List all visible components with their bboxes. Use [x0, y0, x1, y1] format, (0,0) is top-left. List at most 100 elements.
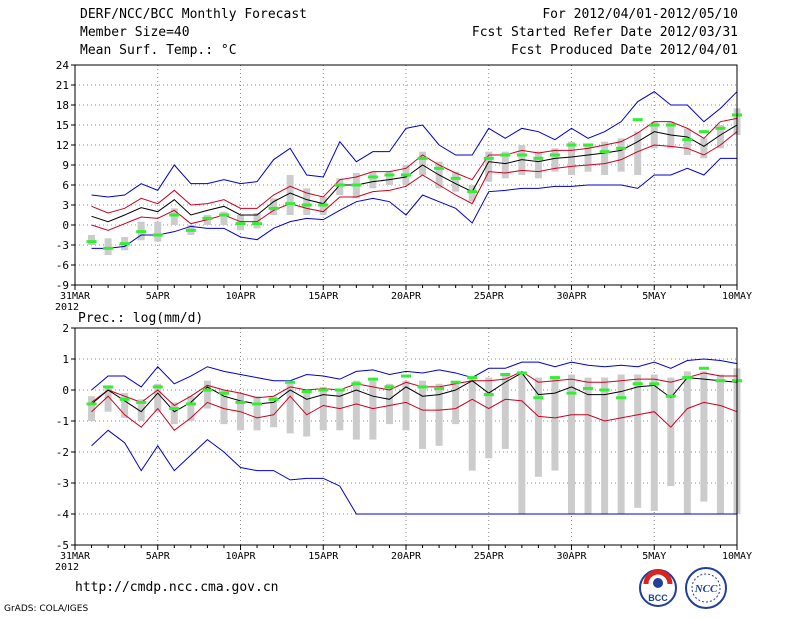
panel2-ensemble-box: [385, 383, 393, 425]
panel1-ensemble-box: [170, 208, 178, 225]
panel1-ensemble-box: [452, 171, 460, 192]
panel2-observed-marker: [252, 402, 263, 406]
panel1-observed-marker: [86, 240, 97, 244]
panel1-ensemble-box: [154, 221, 162, 242]
panel2-min-line: [91, 429, 737, 515]
panel1-ytick-label: 3: [62, 199, 69, 212]
panel1-ytick-label: -3: [56, 239, 69, 252]
panel2-observed-marker: [516, 371, 527, 375]
panel1-xtick-label: 25APR: [474, 291, 505, 302]
panel2-ensemble-box: [336, 390, 344, 431]
panel2-ensemble-box: [683, 371, 691, 514]
panel1-ensemble-box: [468, 185, 476, 202]
panel1-ensemble-box: [501, 151, 509, 179]
panel1-observed-marker: [103, 246, 114, 250]
panel2-observed-marker: [649, 382, 660, 386]
panel2-ensemble-box: [319, 386, 327, 431]
panel2-observed-marker: [665, 394, 676, 398]
panel2-xtick-label: 5MAY: [642, 551, 666, 562]
panel2-observed-marker: [218, 391, 229, 395]
panel2-ytick-label: -3: [56, 477, 69, 490]
panel1-observed-marker: [235, 222, 246, 226]
panel2-ensemble-box: [700, 371, 708, 502]
bcc-logo: BCC: [639, 569, 677, 607]
panel2-ytick-label: -4: [56, 508, 70, 521]
panel1-observed-marker: [616, 146, 627, 150]
panel2-xtick-label: 20APR: [391, 551, 422, 562]
panel1-ensemble-box: [716, 125, 724, 149]
chart-title: DERF/NCC/BCC Monthly Forecast: [80, 7, 307, 22]
panel2-observed-marker: [450, 380, 461, 384]
panel1-ensemble-box: [220, 211, 228, 225]
precip-title: Prec.: log(mm/d): [78, 311, 203, 326]
panel1-spread_upper-line: [91, 117, 738, 214]
variable-label: Mean Surf. Temp.: °C: [80, 43, 237, 58]
panel1-observed-marker: [318, 203, 329, 207]
panel2-ytick-label: 2: [62, 322, 69, 335]
panel1-xtick-label: 5MAY: [642, 291, 666, 302]
panel1-xtick-label: 15APR: [308, 291, 339, 302]
panel1-observed-marker: [119, 242, 130, 246]
panel2-observed-marker: [384, 385, 395, 389]
panel2-ensemble-box: [104, 386, 112, 412]
panel2-ensemble-box: [203, 380, 211, 409]
panel1-observed-marker: [599, 150, 610, 154]
panel2-ensemble-box: [154, 383, 162, 412]
panel2-observed-marker: [417, 385, 428, 389]
forecast-started-date: Fcst Started Refer Date 2012/03/31: [471, 25, 738, 40]
panel1-xtick-label: 5APR: [146, 291, 171, 302]
panel1-ensemble-box: [88, 235, 96, 245]
panel2-observed-marker: [616, 396, 627, 400]
panel2-observed-marker: [285, 380, 296, 384]
panel1-ensemble-box: [485, 151, 493, 182]
panel2-ensemble-box: [568, 374, 575, 514]
bcc-logo-text: BCC: [648, 593, 668, 603]
panel1-observed-marker: [566, 143, 577, 147]
panel1-ensemble-box: [336, 178, 344, 195]
panel1-ytick-label: 24: [56, 59, 70, 72]
panel1-ensemble-box: [551, 148, 559, 172]
panel2-observed-marker: [682, 376, 693, 380]
panel2-mean-line: [91, 372, 738, 413]
panel1-mean-line: [91, 124, 738, 223]
panel2-ytick-label: -2: [56, 446, 69, 459]
panel1-ensemble-box: [385, 171, 393, 185]
panel1-ensemble-box: [303, 188, 311, 215]
panel1-ytick-label: 21: [56, 79, 69, 92]
panel2-ensemble-box: [617, 374, 625, 514]
panel2-observed-marker: [202, 388, 213, 392]
panel1-observed-marker: [401, 173, 411, 177]
panel1-observed-marker: [549, 153, 560, 157]
panel2-ensemble-box: [667, 377, 675, 487]
panel2-ensemble-box: [634, 374, 642, 508]
panel2-spread_upper-line: [91, 370, 737, 407]
panel1-ytick-label: 18: [56, 99, 69, 112]
panel1-x-year-label: 2012: [55, 302, 79, 313]
panel1-ensemble-box: [534, 151, 542, 179]
panel2-ensemble-box: [419, 380, 427, 449]
source-url[interactable]: http://cmdp.ncc.cma.gov.cn: [75, 580, 279, 595]
panel2-ensemble-box: [170, 402, 178, 425]
panel1-observed-marker: [334, 183, 345, 187]
panel2-observed-marker: [698, 366, 709, 370]
panel2-ensemble-box: [88, 396, 96, 421]
panel1-ytick-label: -6: [56, 259, 69, 272]
panel2-xtick-label: 25APR: [474, 551, 505, 562]
panel2-ensemble-box: [601, 377, 609, 514]
panel1-ytick-label: 15: [56, 119, 69, 132]
panel2-xtick-label: 10APR: [225, 551, 256, 562]
panel2-ensemble-box: [716, 374, 724, 514]
panel2-observed-marker: [566, 391, 577, 395]
panel1-ensemble-box: [253, 213, 261, 229]
panel1-observed-marker: [682, 138, 693, 142]
panel1-observed-marker: [202, 216, 213, 220]
panel2-observed-marker: [632, 382, 643, 386]
panel2-observed-marker: [599, 388, 610, 392]
panel2-ensemble-box: [270, 396, 278, 428]
panel2-xtick-label: 30APR: [556, 551, 587, 562]
panel1-ensemble-box: [650, 121, 658, 149]
panel1-observed-marker: [301, 203, 312, 207]
panel2-observed-marker: [119, 397, 130, 401]
panel2-ensemble-box: [253, 396, 261, 431]
panel2-ensemble-box: [121, 393, 129, 418]
